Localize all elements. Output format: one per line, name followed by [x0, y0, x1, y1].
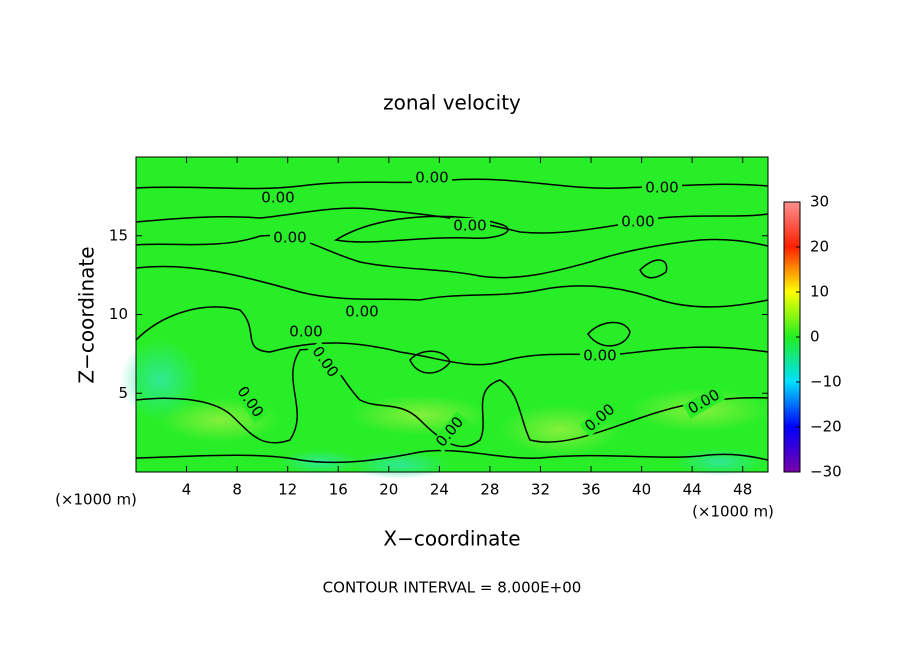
- contour-line: [135, 207, 769, 234]
- x-tick-label: 16: [329, 481, 348, 499]
- x-tick-label: 40: [632, 481, 651, 499]
- x-tick-label: 44: [683, 481, 702, 499]
- contour-label: 0.00: [621, 213, 654, 231]
- contour-line: [135, 348, 769, 448]
- colorbar-tick-label: 20: [810, 238, 829, 256]
- contour-label-bg: [431, 411, 469, 453]
- colorbar-tick-label: 0: [810, 328, 820, 346]
- x-tick-label: 4: [182, 481, 192, 499]
- x-unit-label: (×1000 m): [692, 503, 774, 521]
- contour-line: [639, 259, 668, 279]
- contour-line: [135, 265, 769, 308]
- contour-label: 0.00: [645, 179, 678, 197]
- y-axis-title: Z−coordinate: [75, 246, 99, 383]
- colorbar-tick-label: −30: [810, 463, 842, 481]
- contour-line: [135, 449, 769, 464]
- contour-label: 0.00: [345, 303, 378, 321]
- y-tick-label: 5: [118, 384, 128, 402]
- colorbar-tick-label: −20: [810, 418, 842, 436]
- y-tick-label: 10: [109, 305, 128, 323]
- contour-label-bg: [342, 304, 382, 320]
- contour-label-bg: [579, 399, 621, 437]
- contour-line: [135, 306, 769, 366]
- contour-label: 0.00: [289, 323, 322, 341]
- y-tick-label: 15: [109, 226, 128, 244]
- x-tick-label: 36: [581, 481, 600, 499]
- contour-label-bg: [412, 170, 452, 186]
- contour-line: [587, 321, 631, 347]
- contour-label-bg: [618, 214, 658, 230]
- contour-label-bg: [270, 230, 310, 246]
- contour-label-bg: [231, 381, 269, 423]
- colorbar-tick-label: −10: [810, 373, 842, 391]
- colorbar-tick-label: 30: [810, 193, 829, 211]
- chart-title: zonal velocity: [383, 91, 521, 115]
- contour-label-bg: [580, 348, 620, 364]
- contour-label-bg: [682, 385, 726, 419]
- field-patch: [350, 395, 490, 435]
- contour-label-bg: [306, 341, 344, 383]
- contour-label: 0.00: [583, 347, 616, 365]
- contour-label-bg: [450, 218, 490, 234]
- contour-line: [333, 215, 509, 243]
- contour-label: 0.00: [453, 217, 486, 235]
- contour-label: 0.00: [261, 189, 294, 207]
- x-axis-title: X−coordinate: [383, 527, 520, 551]
- footer: CONTOUR INTERVAL = 8.000E+00: [323, 579, 582, 597]
- contour-label: 0.00: [273, 229, 306, 247]
- contour-label-bg: [642, 180, 682, 196]
- field-patch: [120, 340, 200, 420]
- x-tick-label: 12: [278, 481, 297, 499]
- colorbar-tick-label: 10: [810, 283, 829, 301]
- contour-line: [409, 350, 451, 374]
- x-tick-label: 20: [379, 481, 398, 499]
- x-tick-label: 8: [232, 481, 242, 499]
- x-tick-label: 48: [733, 481, 752, 499]
- contour-label-bg: [258, 190, 298, 206]
- contour-label: 0.00: [415, 169, 448, 187]
- x-tick-label: 24: [430, 481, 449, 499]
- contour-line: [135, 234, 769, 279]
- x-tick-label: 28: [480, 481, 499, 499]
- x-unit-label: (×1000 m): [55, 491, 137, 509]
- contour-label-bg: [286, 324, 326, 340]
- x-tick-label: 32: [531, 481, 550, 499]
